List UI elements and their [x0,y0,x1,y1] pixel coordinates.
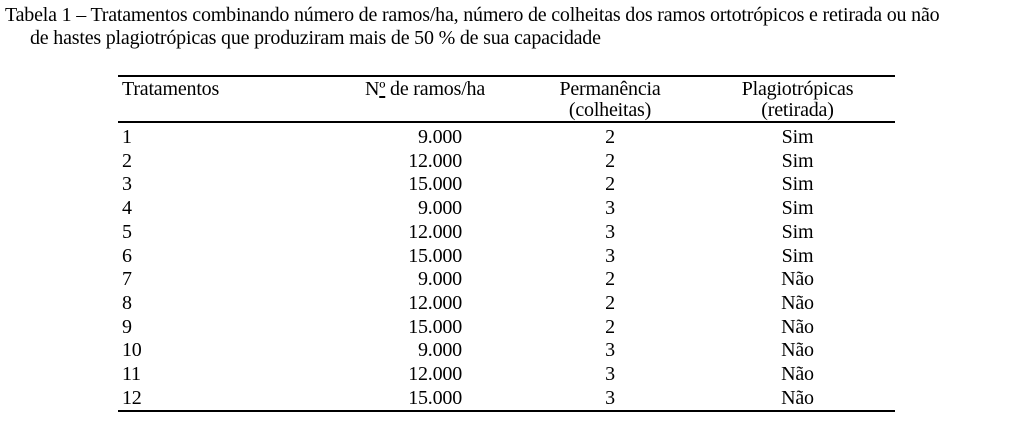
table-row: 4 9.000 3 Sim [118,197,895,221]
table-row: 5 12.000 3 Sim [118,221,895,245]
header-row: Tratamentos Nº de ramos/ha Permanência (… [118,76,895,123]
cell-permanencia: 3 [605,363,615,386]
table-row: 12 15.000 3 Não [118,387,895,412]
col-header-tratamentos: Tratamentos [118,76,330,123]
cell-plagiotropicas: Não [781,386,814,409]
col-header-plagiotropicas: Plagiotrópicas (retirada) [700,76,895,123]
cell-ramos_ha: 15.000 [408,244,462,267]
cell-ramos_ha: 9.000 [417,126,462,148]
cell-ramos_ha: 9.000 [417,197,462,220]
table-row: 1 9.000 2 Sim [118,122,895,150]
col-header-ramos-ha-n: N [364,78,380,100]
table-row: 7 9.000 2 Não [118,268,895,292]
cell-ramos_ha: 12.000 [408,363,462,386]
col-header-plagiotropicas-sublabel: (retirada) [761,99,834,121]
cell-tratamento: 10 [122,339,142,362]
cell-tratamento: 6 [122,244,132,267]
table-row: 9 15.000 2 Não [118,316,895,340]
cell-permanencia: 2 [605,315,615,338]
table-row: 11 12.000 3 Não [118,363,895,387]
table-row: 8 12.000 2 Não [118,292,895,316]
cell-permanencia: 3 [605,386,615,409]
cell-tratamento: 11 [122,363,141,386]
cell-ramos_ha: 12.000 [408,291,462,314]
col-header-permanencia-label: Permanência [559,78,661,100]
table-row: 3 15.000 2 Sim [118,173,895,197]
table-row: 2 12.000 2 Sim [118,150,895,174]
col-header-ramos-ha: Nº de ramos/ha [330,76,520,123]
col-header-ramos-ha-rest: de ramos/ha [385,78,486,100]
col-header-permanencia: Permanência (colheitas) [520,76,700,123]
cell-plagiotropicas: Sim [781,197,814,220]
col-header-permanencia-sublabel: (colheitas) [568,99,652,121]
table-row: 6 15.000 3 Sim [118,245,895,269]
cell-permanencia: 3 [605,244,615,267]
cell-tratamento: 1 [122,126,132,148]
cell-permanencia: 2 [605,149,615,172]
cell-permanencia: 3 [605,197,615,220]
cell-tratamento: 12 [122,386,142,409]
cell-plagiotropicas: Não [781,363,814,386]
cell-ramos_ha: 15.000 [408,315,462,338]
table-caption-line-1: Tabela 1 – Tratamentos combinando número… [5,4,940,26]
cell-tratamento: 2 [122,149,132,172]
cell-tratamento: 3 [122,173,132,196]
cell-plagiotropicas: Sim [781,173,814,196]
treatments-table: Tratamentos Nº de ramos/ha Permanência (… [118,75,895,413]
cell-tratamento: 4 [122,197,132,220]
cell-plagiotropicas: Sim [781,149,814,172]
cell-tratamento: 7 [122,268,132,291]
cell-permanencia: 2 [605,173,615,196]
cell-tratamento: 8 [122,291,132,314]
cell-permanencia: 3 [605,220,615,243]
table-caption-line-2: de hastes plagiotrópicas que produziram … [30,27,601,49]
col-header-plagiotropicas-label: Plagiotrópicas [741,78,854,100]
cell-ramos_ha: 9.000 [417,268,462,291]
cell-plagiotropicas: Não [781,315,814,338]
cell-plagiotropicas: Sim [781,126,814,148]
cell-permanencia: 2 [605,291,615,314]
cell-ramos_ha: 15.000 [408,173,462,196]
cell-plagiotropicas: Sim [781,244,814,267]
cell-ramos_ha: 9.000 [417,339,462,362]
cell-plagiotropicas: Sim [781,220,814,243]
cell-ramos_ha: 15.000 [408,386,462,409]
table-row: 10 9.000 3 Não [118,339,895,363]
cell-tratamento: 9 [122,315,132,338]
col-header-ramos-ha-ordinal: º [379,78,386,100]
cell-permanencia: 2 [605,126,615,148]
cell-plagiotropicas: Não [781,268,814,291]
cell-permanencia: 3 [605,339,615,362]
cell-plagiotropicas: Não [781,291,814,314]
cell-tratamento: 5 [122,220,132,243]
cell-plagiotropicas: Não [781,339,814,362]
cell-ramos_ha: 12.000 [408,220,462,243]
cell-permanencia: 2 [605,268,615,291]
cell-ramos_ha: 12.000 [408,149,462,172]
